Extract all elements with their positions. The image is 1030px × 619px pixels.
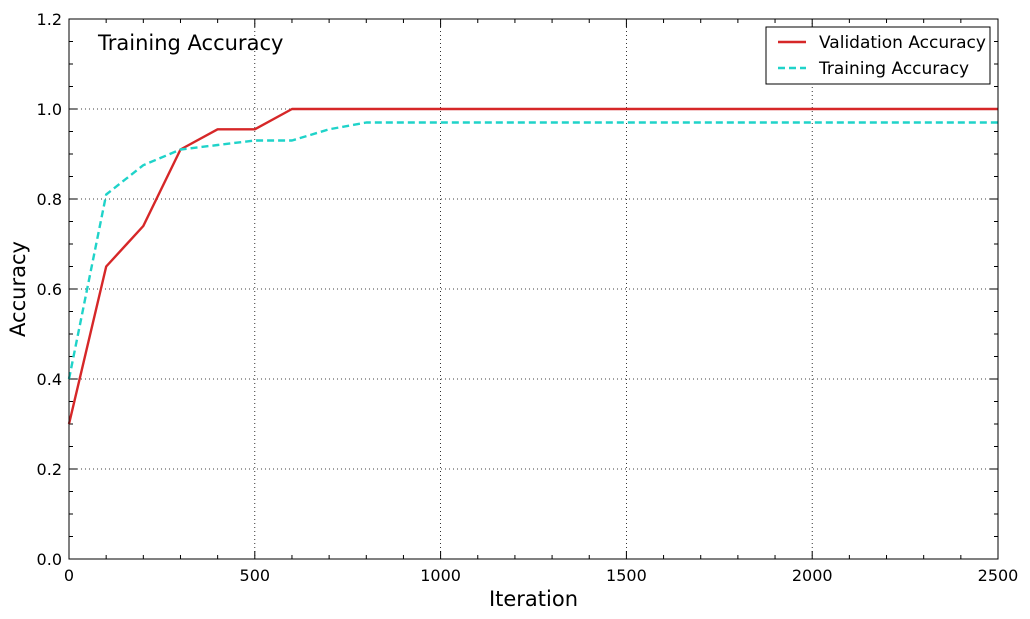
plot-frame xyxy=(68,18,999,560)
legend-label-validation: Validation Accuracy xyxy=(819,33,986,53)
y-tick-label: 1.2 xyxy=(37,10,62,29)
series-line-training xyxy=(67,121,998,380)
y-axis-title: Accuracy xyxy=(6,241,30,337)
chart-title: Training Accuracy xyxy=(97,31,283,55)
series-line-validation xyxy=(67,107,998,425)
x-tick-label: 500 xyxy=(240,566,271,585)
legend: Validation Accuracy Training Accuracy xyxy=(765,26,991,85)
x-tick-label: 1000 xyxy=(420,566,461,585)
y-tick-label: 0.0 xyxy=(37,550,62,569)
x-tick-label: 2500 xyxy=(978,566,1019,585)
x-axis-title: Iteration xyxy=(489,587,578,611)
grid-lines xyxy=(69,19,998,559)
legend-box xyxy=(765,26,991,85)
legend-label-training: Training Accuracy xyxy=(818,59,969,79)
tick-labels: 0 500 1000 1500 2000 2500 0.0 0.2 0.4 0.6 0.8 1.0 1.… xyxy=(37,10,1019,585)
y-tick-label: 0.6 xyxy=(37,280,62,299)
series-lines xyxy=(67,107,998,425)
y-tick-label: 0.8 xyxy=(37,190,62,209)
x-tick-label: 2000 xyxy=(792,566,833,585)
x-tick-label: 0 xyxy=(64,566,74,585)
y-tick-label: 0.2 xyxy=(37,460,62,479)
y-tick-label: 1.0 xyxy=(37,100,62,119)
x-tick-label: 1500 xyxy=(606,566,647,585)
y-tick-label: 0.4 xyxy=(37,370,62,389)
